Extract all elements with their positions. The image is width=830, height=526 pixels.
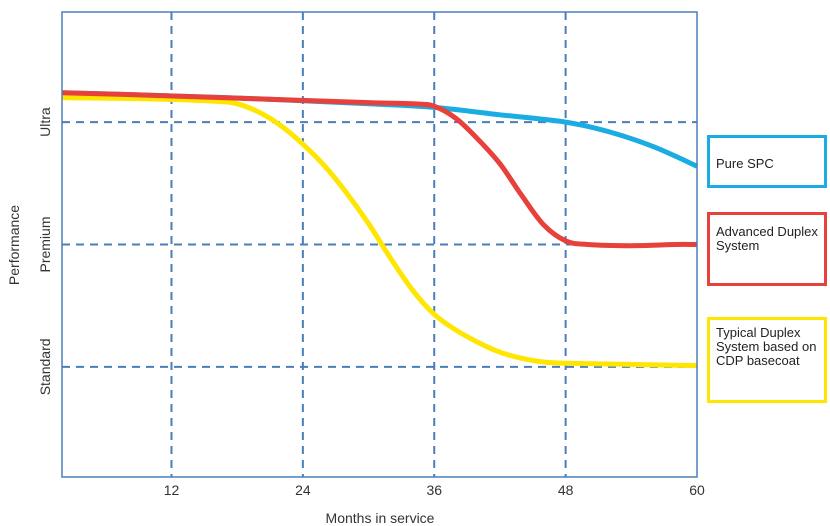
- legend-advanced-duplex-label: Advanced Duplex System: [716, 224, 818, 253]
- x-tick-label-60: 60: [689, 482, 705, 498]
- legend-typical-duplex: Typical Duplex System based on CDP basec…: [707, 317, 827, 403]
- y-level-label-standard: Standard: [37, 338, 53, 395]
- y-level-label-ultra: Ultra: [37, 107, 53, 137]
- x-tick-label-24: 24: [295, 482, 311, 498]
- legend-pure-spc: Pure SPC: [707, 135, 827, 188]
- y-axis-label: Performance: [6, 205, 22, 285]
- series-line-1: [61, 90, 698, 249]
- plot-area-frame: [61, 11, 698, 478]
- x-tick-label-36: 36: [426, 482, 442, 498]
- series-lines: [61, 90, 699, 369]
- grid: [62, 12, 697, 477]
- legend-advanced-duplex: Advanced Duplex System: [707, 212, 827, 286]
- y-level-labels: Standard Premium Ultra: [37, 107, 53, 395]
- x-tick-label-12: 12: [164, 482, 180, 498]
- legend-typical-duplex-label: Typical Duplex System based on CDP basec…: [716, 325, 817, 368]
- x-tick-labels: 12 24 36 48 60: [164, 482, 705, 498]
- y-level-label-premium: Premium: [37, 216, 53, 272]
- legend-pure-spc-label: Pure SPC: [716, 156, 774, 171]
- x-tick-label-48: 48: [558, 482, 574, 498]
- x-axis-label: Months in service: [326, 510, 435, 526]
- series-line-2: [61, 95, 698, 369]
